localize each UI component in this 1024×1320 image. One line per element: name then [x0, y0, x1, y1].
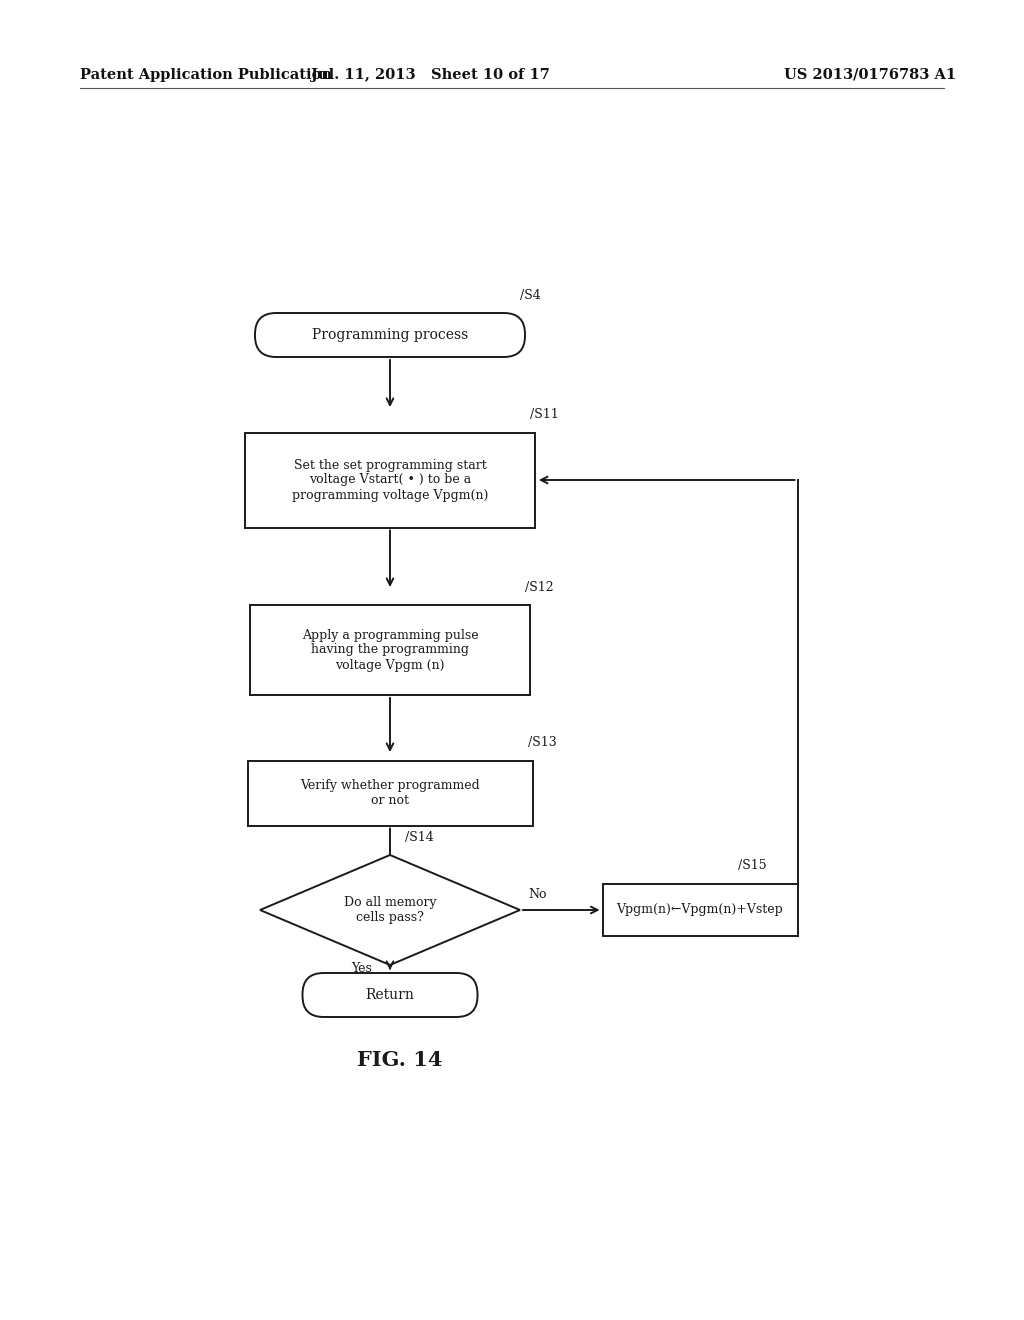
FancyBboxPatch shape: [255, 313, 525, 356]
Text: /S11: /S11: [530, 408, 559, 421]
Text: /S13: /S13: [527, 737, 556, 748]
Text: Verify whether programmed
or not: Verify whether programmed or not: [300, 779, 480, 807]
Text: Return: Return: [366, 987, 415, 1002]
Bar: [248, 760, 532, 825]
Text: Do all memory
cells pass?: Do all memory cells pass?: [344, 896, 436, 924]
Text: Vpgm(n)←Vpgm(n)+Vstep: Vpgm(n)←Vpgm(n)+Vstep: [616, 903, 783, 916]
Text: Patent Application Publication: Patent Application Publication: [80, 69, 332, 82]
Text: Set the set programming start
voltage Vstart( • ) to be a
programming voltage Vp: Set the set programming start voltage Vs…: [292, 458, 488, 502]
Text: No: No: [528, 888, 547, 902]
Text: /S14: /S14: [406, 830, 434, 843]
Text: FIG. 14: FIG. 14: [357, 1049, 442, 1071]
Bar: [250, 605, 530, 696]
Bar: [602, 884, 798, 936]
Polygon shape: [260, 855, 520, 965]
Text: Jul. 11, 2013   Sheet 10 of 17: Jul. 11, 2013 Sheet 10 of 17: [310, 69, 550, 82]
Text: Yes: Yes: [351, 962, 372, 975]
Bar: [245, 433, 535, 528]
FancyBboxPatch shape: [302, 973, 477, 1016]
Text: US 2013/0176783 A1: US 2013/0176783 A1: [784, 69, 956, 82]
Text: Apply a programming pulse
having the programming
voltage Vpgm (n): Apply a programming pulse having the pro…: [302, 628, 478, 672]
Text: /S12: /S12: [525, 581, 554, 594]
Text: /S4: /S4: [520, 289, 541, 301]
Text: /S15: /S15: [737, 859, 766, 873]
Text: Programming process: Programming process: [312, 327, 468, 342]
